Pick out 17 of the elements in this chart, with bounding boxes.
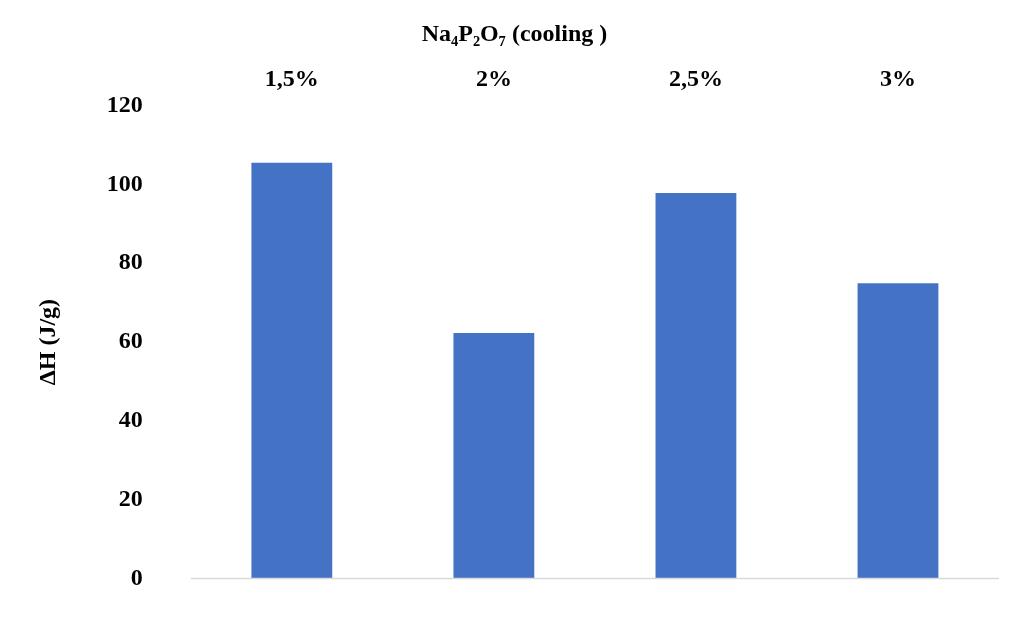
y-axis-title: ΔH (J/g) bbox=[33, 298, 60, 386]
y-tick-label: 20 bbox=[118, 484, 143, 511]
y-tick-label: 100 bbox=[106, 169, 143, 196]
x-tick-label: 2% bbox=[475, 65, 512, 92]
bar bbox=[251, 162, 333, 579]
bar bbox=[453, 333, 535, 579]
x-tick-label: 2,5% bbox=[668, 65, 723, 92]
y-tick-label: 0 bbox=[130, 563, 143, 590]
x-tick-label: 3% bbox=[879, 65, 916, 92]
bar bbox=[655, 193, 737, 579]
y-tick-label: 60 bbox=[118, 327, 143, 354]
x-tick-label: 1,5% bbox=[264, 65, 319, 92]
y-tick-label: 80 bbox=[118, 248, 143, 275]
chart-title: Na₄P₂O₇ (cooling ) bbox=[421, 19, 608, 46]
bar bbox=[857, 283, 939, 579]
y-tick-label: 40 bbox=[118, 406, 143, 433]
y-tick-label: 120 bbox=[106, 90, 143, 117]
